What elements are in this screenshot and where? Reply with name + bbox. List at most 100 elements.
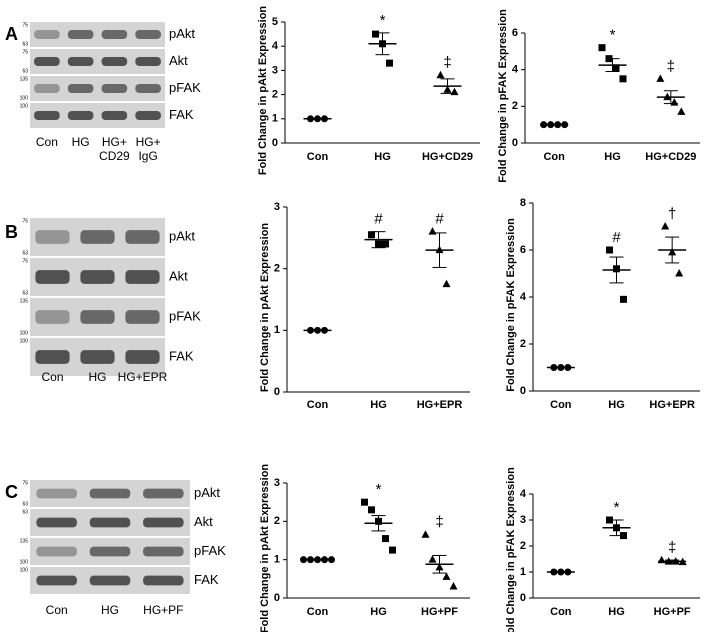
mw-marker: 75 bbox=[22, 49, 28, 55]
y-tick-label: 2 bbox=[512, 100, 518, 112]
blot-band bbox=[35, 310, 70, 324]
mw-marker: 100 bbox=[20, 330, 29, 336]
x-tick-label: Con bbox=[307, 606, 329, 618]
blot-band bbox=[80, 350, 115, 364]
data-point bbox=[450, 87, 459, 96]
lane-label: HG+ bbox=[102, 135, 127, 149]
blot-band bbox=[34, 30, 60, 39]
blot-band bbox=[34, 84, 60, 93]
y-tick-label: 1 bbox=[274, 554, 280, 566]
lane-label: HG+ bbox=[136, 135, 161, 149]
y-tick-label: 1 bbox=[272, 113, 278, 125]
significance-mark: * bbox=[610, 27, 616, 44]
mw-marker: 100 bbox=[20, 567, 29, 573]
blot-band bbox=[135, 111, 161, 120]
blot-band bbox=[35, 270, 70, 284]
y-axis-label: Fold Change in pFAK Expression bbox=[505, 467, 517, 632]
y-axis-label: Fold Change in pAkt Expression bbox=[259, 223, 271, 393]
x-tick-label: HG bbox=[608, 399, 625, 411]
y-tick-label: 3 bbox=[272, 64, 278, 76]
lane-label: HG bbox=[72, 135, 90, 149]
y-axis-label: Fold Change in pAkt Expression bbox=[257, 6, 269, 176]
mw-marker: 63 bbox=[22, 41, 28, 47]
y-tick-label: 3 bbox=[274, 477, 280, 489]
band-label: FAK bbox=[194, 572, 219, 587]
data-point bbox=[389, 546, 396, 554]
mw-marker: 135 bbox=[20, 538, 29, 544]
mw-marker: 75 bbox=[22, 22, 28, 28]
mw-marker: 75 bbox=[22, 258, 28, 264]
data-point bbox=[675, 269, 684, 277]
blot-band bbox=[135, 57, 161, 66]
data-point bbox=[428, 555, 437, 563]
y-tick-label: 0 bbox=[520, 385, 526, 397]
x-tick-label: HG+EPR bbox=[649, 399, 695, 411]
blot-band bbox=[67, 30, 94, 39]
lane-label: IgG bbox=[138, 149, 157, 163]
blot-band bbox=[143, 575, 184, 586]
x-tick-label: HG bbox=[608, 606, 625, 618]
mw-marker: 100 bbox=[20, 338, 29, 344]
blot-band bbox=[89, 575, 131, 586]
band-label: Akt bbox=[169, 53, 188, 68]
panel-letter: B bbox=[5, 222, 18, 242]
blot-band bbox=[143, 546, 184, 557]
significance-mark: # bbox=[612, 229, 621, 246]
y-tick-label: 4 bbox=[520, 488, 527, 500]
y-tick-label: 2 bbox=[520, 540, 526, 552]
significance-mark: * bbox=[614, 499, 620, 516]
significance-mark: # bbox=[435, 211, 444, 228]
y-tick-label: 0 bbox=[272, 137, 278, 149]
blot-band bbox=[36, 575, 77, 586]
data-point bbox=[368, 231, 375, 239]
data-point bbox=[657, 555, 666, 564]
x-tick-label: HG bbox=[370, 399, 387, 411]
data-point bbox=[436, 70, 445, 79]
y-tick-label: 8 bbox=[520, 197, 526, 209]
blot-band bbox=[80, 270, 115, 284]
data-point bbox=[442, 572, 451, 580]
y-tick-label: 2 bbox=[520, 338, 526, 350]
data-point bbox=[620, 295, 627, 303]
data-point bbox=[442, 279, 451, 288]
blot-band bbox=[80, 310, 115, 324]
mw-marker: 75 bbox=[22, 218, 28, 224]
data-point bbox=[606, 246, 613, 254]
x-tick-label: Con bbox=[550, 399, 572, 411]
x-tick-label: Con bbox=[550, 606, 572, 618]
blot-band bbox=[36, 546, 77, 557]
data-point bbox=[612, 64, 620, 72]
blot-band bbox=[67, 111, 94, 120]
blot-band bbox=[67, 84, 94, 93]
band-label: pFAK bbox=[169, 308, 201, 323]
y-tick-label: 6 bbox=[520, 244, 526, 256]
y-tick-label: 0 bbox=[520, 592, 526, 604]
lane-label: Con bbox=[41, 370, 63, 384]
lane-label: HG bbox=[89, 370, 107, 384]
y-tick-label: 2 bbox=[274, 515, 280, 527]
lane-label: CD29 bbox=[99, 149, 130, 163]
lane-label: Con bbox=[46, 603, 68, 617]
lane-label: Con bbox=[36, 135, 58, 149]
x-tick-label: HG bbox=[374, 151, 391, 163]
data-point bbox=[421, 530, 430, 538]
x-tick-label: Con bbox=[307, 399, 329, 411]
panel-letter: A bbox=[5, 24, 18, 44]
data-point bbox=[619, 75, 627, 83]
blot-band bbox=[35, 230, 70, 244]
mw-marker: 100 bbox=[20, 559, 29, 565]
data-point bbox=[372, 30, 379, 38]
x-tick-label: HG+PF bbox=[654, 606, 691, 618]
data-point bbox=[382, 240, 389, 248]
mw-marker: 63 bbox=[22, 250, 28, 256]
data-point bbox=[428, 227, 437, 235]
x-tick-label: HG bbox=[370, 606, 387, 618]
data-point bbox=[656, 74, 665, 82]
blot-band bbox=[125, 350, 160, 364]
significance-mark: ‡ bbox=[667, 58, 675, 75]
y-tick-label: 4 bbox=[512, 64, 519, 76]
y-tick-label: 2 bbox=[272, 89, 278, 101]
x-tick-label: HG+CD29 bbox=[422, 151, 473, 163]
blot-band bbox=[125, 310, 160, 324]
